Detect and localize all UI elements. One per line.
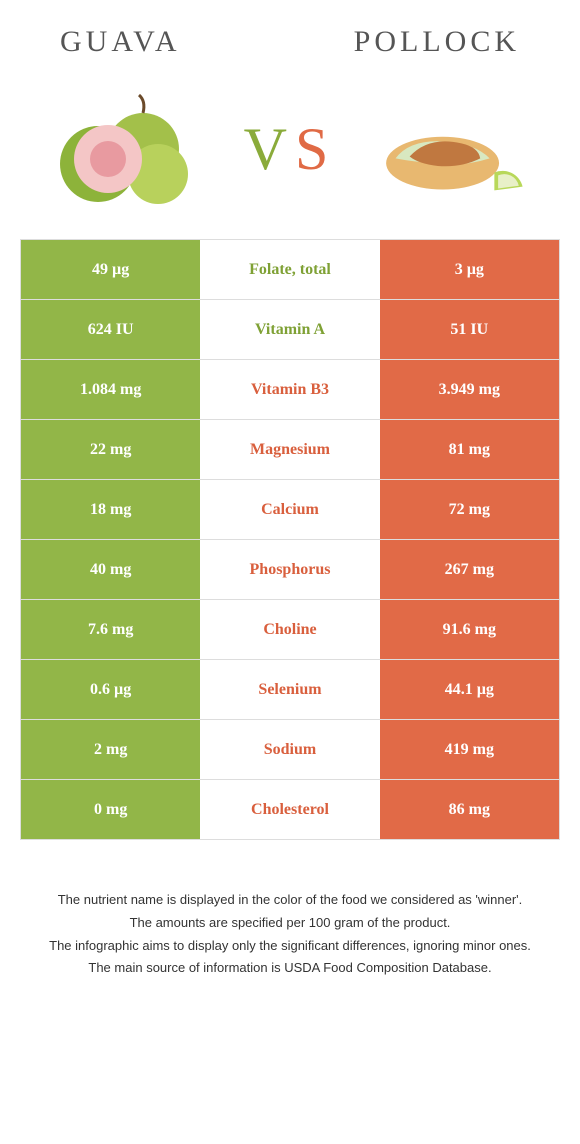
vs-s: S: [295, 116, 336, 182]
table-row: 2 mgSodium419 mg: [21, 720, 559, 780]
footnote-line: The amounts are specified per 100 gram o…: [30, 913, 550, 934]
title-right: POLLOCK: [354, 25, 520, 59]
titles-row: GUAVA POLLOCK: [0, 0, 580, 69]
title-left: GUAVA: [60, 25, 181, 59]
value-left: 18 mg: [21, 480, 200, 539]
nutrient-label: Cholesterol: [200, 780, 379, 839]
value-left: 624 IU: [21, 300, 200, 359]
footnote-line: The main source of information is USDA F…: [30, 958, 550, 979]
value-right: 267 mg: [380, 540, 559, 599]
hero-row: VS: [0, 69, 580, 239]
table-row: 7.6 mgCholine91.6 mg: [21, 600, 559, 660]
footnotes: The nutrient name is displayed in the co…: [30, 890, 550, 981]
value-right: 419 mg: [380, 720, 559, 779]
value-right: 86 mg: [380, 780, 559, 839]
vs-v: V: [244, 116, 295, 182]
nutrient-label: Calcium: [200, 480, 379, 539]
nutrient-label: Magnesium: [200, 420, 379, 479]
guava-image: [48, 79, 208, 219]
table-row: 0 mgCholesterol86 mg: [21, 780, 559, 840]
table-row: 22 mgMagnesium81 mg: [21, 420, 559, 480]
value-left: 7.6 mg: [21, 600, 200, 659]
value-left: 0 mg: [21, 780, 200, 839]
value-right: 3.949 mg: [380, 360, 559, 419]
nutrient-label: Selenium: [200, 660, 379, 719]
value-left: 22 mg: [21, 420, 200, 479]
value-left: 49 µg: [21, 240, 200, 299]
nutrient-label: Choline: [200, 600, 379, 659]
table-row: 18 mgCalcium72 mg: [21, 480, 559, 540]
nutrient-label: Vitamin B3: [200, 360, 379, 419]
vs-label: VS: [244, 115, 337, 184]
value-right: 91.6 mg: [380, 600, 559, 659]
pollock-image: [372, 79, 532, 219]
nutrient-table: 49 µgFolate, total3 µg624 IUVitamin A51 …: [20, 239, 560, 840]
value-right: 44.1 µg: [380, 660, 559, 719]
footnote-line: The infographic aims to display only the…: [30, 936, 550, 957]
nutrient-label: Folate, total: [200, 240, 379, 299]
table-row: 49 µgFolate, total3 µg: [21, 240, 559, 300]
table-row: 624 IUVitamin A51 IU: [21, 300, 559, 360]
nutrient-label: Sodium: [200, 720, 379, 779]
value-right: 51 IU: [380, 300, 559, 359]
nutrient-label: Vitamin A: [200, 300, 379, 359]
value-left: 2 mg: [21, 720, 200, 779]
value-right: 81 mg: [380, 420, 559, 479]
table-row: 0.6 µgSelenium44.1 µg: [21, 660, 559, 720]
value-left: 40 mg: [21, 540, 200, 599]
value-right: 72 mg: [380, 480, 559, 539]
value-right: 3 µg: [380, 240, 559, 299]
table-row: 40 mgPhosphorus267 mg: [21, 540, 559, 600]
table-row: 1.084 mgVitamin B33.949 mg: [21, 360, 559, 420]
footnote-line: The nutrient name is displayed in the co…: [30, 890, 550, 911]
value-left: 1.084 mg: [21, 360, 200, 419]
value-left: 0.6 µg: [21, 660, 200, 719]
nutrient-label: Phosphorus: [200, 540, 379, 599]
